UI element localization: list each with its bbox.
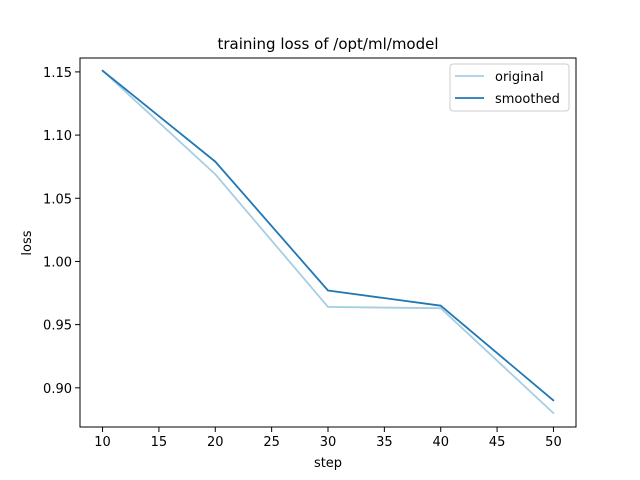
x-tick-label-20: 20 (207, 435, 224, 450)
data-point-smoothed-30 (327, 289, 329, 292)
y-tick-label-1.05: 1.05 (43, 192, 72, 207)
y-axis-label: loss (20, 230, 35, 255)
data-point-smoothed-40 (439, 304, 442, 307)
legend-label-smoothed: smoothed (495, 92, 560, 107)
x-axis-label: step (314, 456, 342, 471)
x-tick-label-45: 45 (489, 435, 506, 450)
x-tick-label-15: 15 (151, 435, 168, 450)
x-tick-label-25: 25 (263, 435, 280, 450)
data-point-original-30 (327, 306, 329, 308)
data-point-original-20 (214, 173, 217, 176)
y-tick-label-1.10: 1.10 (43, 129, 72, 144)
series-layer (101, 69, 555, 414)
chart-title: training loss of /opt/ml/model (217, 35, 438, 53)
x-tick-label-35: 35 (376, 435, 393, 450)
x-tick-label-10: 10 (94, 435, 111, 450)
data-point-smoothed-50 (552, 399, 555, 402)
data-point-smoothed-10 (101, 69, 104, 72)
data-point-original-50 (552, 412, 555, 414)
y-tick-label-1.15: 1.15 (43, 66, 72, 81)
y-tick-label-1.00: 1.00 (43, 255, 72, 270)
x-axis-ticks: 10 15 20 25 30 35 40 45 50 (94, 427, 562, 450)
y-tick-label-0.95: 0.95 (43, 319, 72, 334)
data-point-original-40 (439, 307, 442, 310)
y-tick-label-0.90: 0.90 (43, 382, 72, 397)
data-point-smoothed-20 (214, 160, 217, 163)
legend: original smoothed (449, 63, 570, 112)
x-tick-label-50: 50 (545, 435, 562, 450)
legend-label-original: original (495, 70, 544, 85)
x-tick-label-30: 30 (320, 435, 337, 450)
x-tick-label-40: 40 (432, 435, 449, 450)
y-axis-ticks: 0.90 0.95 1.00 1.05 1.10 1.15 (43, 66, 80, 397)
